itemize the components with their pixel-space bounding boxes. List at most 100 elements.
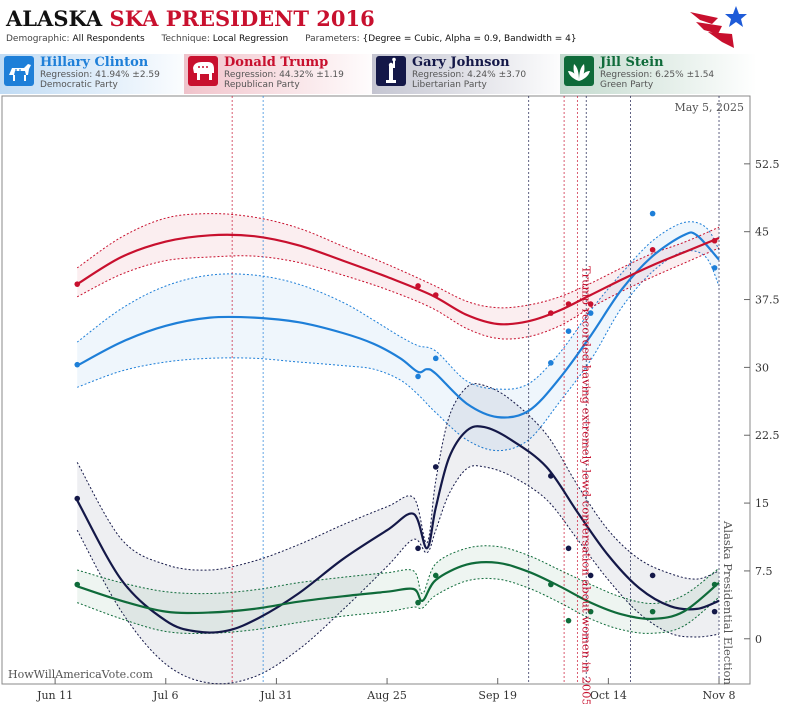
confidence-band bbox=[77, 383, 719, 684]
candidate-name: Gary Johnson bbox=[412, 55, 510, 70]
candidate-regression: Regression: 44.32% ±1.19 bbox=[224, 70, 344, 80]
candidate-party: Libertarian Party bbox=[412, 80, 487, 90]
x-tick-label: Jul 6 bbox=[152, 689, 179, 702]
x-tick-label: Sep 19 bbox=[478, 689, 517, 702]
poll-point bbox=[565, 328, 572, 335]
poll-point bbox=[711, 581, 718, 588]
poll-point bbox=[587, 310, 594, 316]
y-tick-label: 15 bbox=[755, 497, 769, 510]
poll-point bbox=[565, 617, 572, 624]
statue-of-liberty-icon bbox=[376, 56, 406, 86]
poll-point bbox=[415, 599, 421, 606]
poll-point bbox=[649, 210, 656, 217]
x-tick-label: Oct 14 bbox=[590, 689, 627, 702]
poll-point bbox=[711, 608, 718, 615]
plot-frame bbox=[1, 95, 751, 685]
x-tick-label: Nov 8 bbox=[703, 689, 736, 702]
chart-text: May 5, 2025 HowWillAmericaVote.com Trump r… bbox=[8, 101, 744, 704]
candidate-stein: Jill Stein Regression: 6.25% ±1.54 Green… bbox=[564, 55, 748, 92]
event-lines bbox=[231, 96, 720, 684]
y-tick-label: 7.5 bbox=[755, 565, 773, 578]
poll-point bbox=[587, 572, 594, 579]
header: ALASKA SKA PRESIDENT 2016 Demographic: A… bbox=[0, 0, 789, 100]
param-value: {Degree = Cubic, Alpha = 0.9, Bandwidth … bbox=[362, 34, 577, 44]
poll-point bbox=[548, 310, 554, 316]
y-tick-label: 30 bbox=[755, 361, 769, 374]
donkey-icon bbox=[4, 56, 34, 86]
confidence-upper bbox=[76, 213, 720, 309]
poll-point bbox=[74, 495, 81, 502]
series-line bbox=[76, 425, 720, 634]
y-tick-label: 22.5 bbox=[755, 429, 780, 442]
x-tick-label: Aug 25 bbox=[366, 689, 407, 702]
confidence-upper bbox=[76, 383, 720, 580]
poll-point bbox=[548, 581, 554, 588]
candidate-name: Jill Stein bbox=[600, 55, 664, 70]
y-tick-label: 0 bbox=[755, 633, 762, 646]
poll-point bbox=[415, 373, 421, 380]
axes: 0 7.5 15 22.5 30 37.5 45 52.5 Jun 11 Jul 6 Jul 31 A… bbox=[36, 158, 779, 702]
poll-point bbox=[587, 301, 594, 307]
poll-point bbox=[649, 572, 656, 579]
series-line bbox=[76, 560, 720, 621]
star-flag-logo-icon bbox=[690, 6, 747, 48]
date-label: May 5, 2025 bbox=[674, 101, 744, 114]
poll-point bbox=[711, 237, 718, 244]
poll-point bbox=[649, 608, 656, 615]
y-tick-label: 52.5 bbox=[755, 158, 780, 171]
poll-point bbox=[74, 361, 81, 368]
regression-lines bbox=[76, 231, 720, 634]
title-state: ALASKA bbox=[6, 6, 103, 31]
elephant-icon bbox=[188, 56, 218, 86]
poll-point bbox=[415, 283, 421, 289]
confidence-upper bbox=[77, 545, 720, 605]
event-annotation: Trump recorded having extremely lewd con… bbox=[579, 266, 593, 704]
poll-point bbox=[548, 360, 554, 366]
poll-point bbox=[711, 265, 718, 271]
param-value: All Respondents bbox=[72, 34, 145, 44]
poll-point bbox=[565, 545, 572, 552]
candidate-regression: Regression: 6.25% ±1.54 bbox=[600, 70, 715, 80]
candidate-name: Hillary Clinton bbox=[40, 55, 149, 70]
x-tick-label: Jul 31 bbox=[259, 689, 293, 702]
poll-point bbox=[548, 473, 554, 479]
x-tick-label: Jun 11 bbox=[36, 689, 73, 702]
poll-point bbox=[649, 246, 656, 253]
candidate-party: Democratic Party bbox=[40, 80, 118, 90]
candidate-regression: Regression: 41.94% ±2.59 bbox=[40, 70, 160, 80]
poll-point bbox=[415, 545, 421, 552]
candidate-party: Green Party bbox=[600, 80, 654, 90]
param-key: Demographic: bbox=[6, 34, 70, 44]
poll-point bbox=[565, 301, 572, 307]
watermark: HowWillAmericaVote.com bbox=[8, 668, 153, 681]
y-tick-label: 45 bbox=[755, 226, 769, 239]
series-line bbox=[76, 233, 720, 326]
confidence-lower bbox=[77, 250, 720, 452]
candidate-regression: Regression: 4.24% ±3.70 bbox=[412, 70, 527, 80]
page-title: ALASKA SKA PRESIDENT 2016 bbox=[6, 6, 375, 31]
param-key: Parameters: bbox=[305, 34, 360, 44]
poll-points bbox=[74, 210, 718, 624]
poll-point bbox=[432, 464, 439, 470]
poll-point bbox=[432, 572, 439, 579]
param-value: Local Regression bbox=[212, 34, 289, 44]
parameters-line: Demographic: All Respondents Technique: … bbox=[6, 34, 591, 44]
confidence-band bbox=[77, 213, 719, 340]
poll-point bbox=[74, 581, 81, 588]
candidate-party: Republican Party bbox=[224, 80, 300, 90]
confidence-band bbox=[77, 221, 719, 451]
event-annotation: Alaska Presidential Election bbox=[721, 520, 735, 685]
title-rest: SKA PRESIDENT 2016 bbox=[109, 6, 375, 31]
candidate-clinton: Hillary Clinton Regression: 41.94% ±2.59… bbox=[4, 55, 188, 92]
poll-point bbox=[74, 281, 81, 287]
candidate-name: Donald Trump bbox=[224, 55, 329, 70]
confidence-lower bbox=[76, 465, 720, 685]
confidence-lower bbox=[76, 247, 720, 340]
poll-point bbox=[587, 608, 594, 615]
poll-point bbox=[432, 292, 439, 298]
leaf-icon bbox=[564, 56, 594, 86]
candidate-johnson: Gary Johnson Regression: 4.24% ±3.70 Lib… bbox=[376, 55, 560, 92]
param-key: Technique: bbox=[161, 34, 210, 44]
poll-point bbox=[432, 355, 439, 362]
